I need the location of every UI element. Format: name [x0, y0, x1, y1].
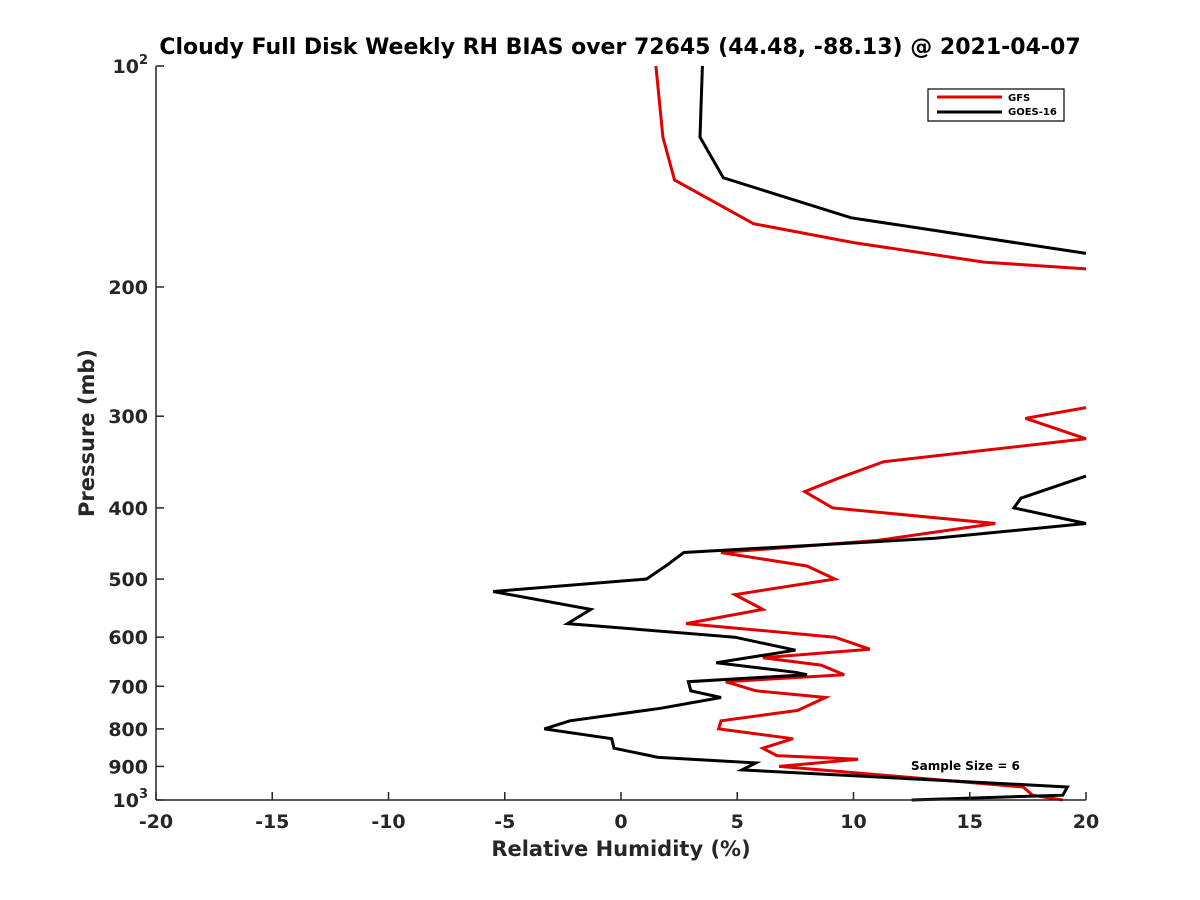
y-tick-label: 600 — [108, 627, 148, 649]
y-tick-label: 800 — [108, 719, 148, 741]
x-axis: -20 -15 -10 -5 0 5 10 15 20 — [139, 792, 1099, 833]
series-line-goes-16 — [698, 65, 1087, 255]
x-tick-label: 20 — [1073, 811, 1099, 833]
y-tick-label: 400 — [108, 498, 148, 520]
y-axis-label: Pressure (mb) — [75, 349, 99, 517]
series-line-gfs — [654, 65, 1087, 271]
legend-box — [927, 88, 1065, 122]
x-tick-label: -20 — [139, 811, 173, 833]
series-line-goes-16 — [492, 474, 1087, 802]
y-tick-label: 500 — [108, 569, 148, 591]
plot-area — [492, 65, 1087, 802]
x-tick-label: -15 — [255, 811, 289, 833]
x-tick-label: -10 — [371, 811, 405, 833]
legend: GFS GOES-16 — [927, 88, 1065, 122]
y-tick-label: 900 — [108, 756, 148, 778]
x-tick-label: 15 — [957, 811, 983, 833]
y-tick-label: 103 — [113, 787, 149, 812]
chart-title: Cloudy Full Disk Weekly RH BIAS over 726… — [159, 35, 1080, 60]
y-tick-label: 200 — [108, 277, 148, 299]
legend-label-gfs: GFS — [1008, 93, 1030, 104]
x-tick-label: -5 — [494, 811, 515, 833]
x-axis-label: Relative Humidity (%) — [491, 837, 750, 861]
x-tick-label: 0 — [614, 811, 627, 833]
sample-size-annotation: Sample Size = 6 — [911, 759, 1020, 773]
legend-label-goes-16: GOES-16 — [1008, 107, 1057, 118]
y-tick-label: 300 — [108, 406, 148, 428]
y-tick-label: 102 — [113, 53, 149, 78]
x-tick-label: 5 — [731, 811, 744, 833]
y-tick-label: 700 — [108, 676, 148, 698]
x-tick-label: 10 — [840, 811, 866, 833]
series-line-gfs — [685, 406, 1087, 802]
y-axis: 102 200 300 400 500 600 700 800 900 103 — [108, 53, 164, 812]
